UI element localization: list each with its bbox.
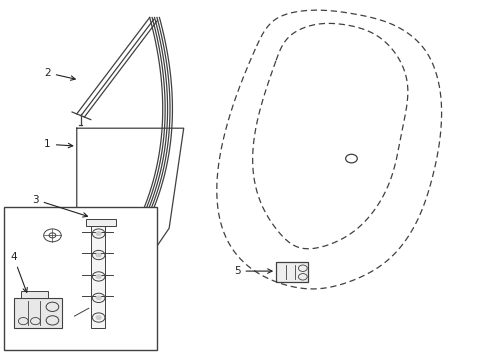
Circle shape <box>96 275 101 278</box>
Circle shape <box>96 316 101 319</box>
Bar <box>91 221 105 328</box>
Bar <box>4 207 157 350</box>
Text: 2: 2 <box>44 68 75 80</box>
Bar <box>276 262 307 282</box>
Text: 4: 4 <box>10 252 27 292</box>
Circle shape <box>96 232 101 235</box>
Bar <box>21 291 47 298</box>
Text: 1: 1 <box>44 139 73 149</box>
FancyArrowPatch shape <box>74 308 89 316</box>
Text: 5: 5 <box>233 266 271 276</box>
Bar <box>86 219 116 226</box>
Bar <box>14 298 62 328</box>
Text: 3: 3 <box>32 195 87 217</box>
Circle shape <box>96 296 101 300</box>
Circle shape <box>96 253 101 257</box>
